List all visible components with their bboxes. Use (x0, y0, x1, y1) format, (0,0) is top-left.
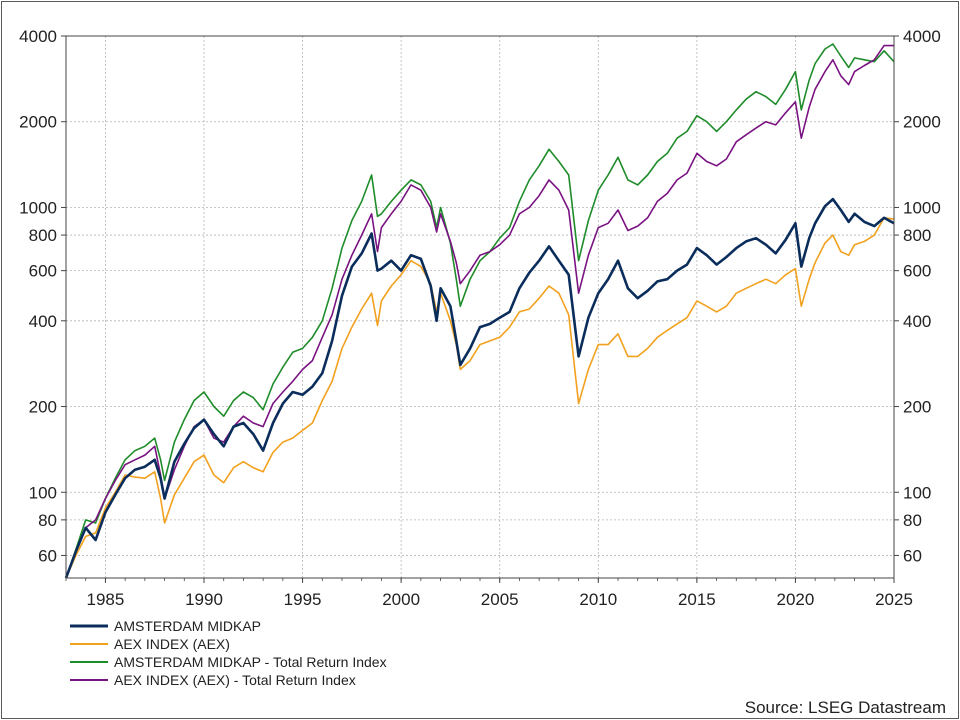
gridlines (66, 35, 895, 578)
y-tick-label-right: 100 (903, 483, 931, 502)
legend-label: AMSTERDAM MIDKAP - Total Return Index (114, 654, 387, 670)
y-tick-label-left: 200 (29, 398, 57, 417)
y-tick-label-left: 400 (29, 312, 57, 331)
x-axis: 1985 1990 1995 2000 2005 2010 2015 2020 2025 (65, 578, 913, 609)
x-tick-label: 2020 (777, 590, 815, 609)
y-tick-label-right: 800 (903, 226, 931, 245)
legend-label: AEX INDEX (AEX) - Total Return Index (114, 672, 356, 688)
y-tick-label-left: 100 (29, 483, 57, 502)
y-tick-label-left: 1000 (19, 198, 57, 217)
x-tick-label: 2000 (382, 590, 420, 609)
series-line-3 (65, 44, 894, 579)
y-tick-label-right: 4000 (903, 27, 941, 46)
series-line-1 (65, 217, 895, 579)
series-layer (64, 43, 895, 579)
series-line-0 (64, 197, 895, 579)
x-tick-label: 1990 (185, 590, 223, 609)
x-tick-label: 2025 (875, 590, 913, 609)
series-line-2 (65, 43, 895, 579)
y-tick-label-left: 4000 (19, 27, 57, 46)
y-tick-label-right: 1000 (903, 198, 941, 217)
y-tick-label-right: 600 (903, 262, 931, 281)
y-tick-label-left: 600 (29, 262, 57, 281)
y-tick-label-left: 80 (38, 511, 57, 530)
legend-label: AMSTERDAM MIDKAP (114, 618, 261, 634)
y-tick-label-right: 2000 (903, 113, 941, 132)
x-tick-label: 1995 (284, 590, 322, 609)
plot-border (65, 35, 895, 579)
x-tick-label: 1985 (87, 590, 125, 609)
source-note: Source: LSEG Datastream (745, 698, 946, 717)
y-tick-label-left: 2000 (19, 113, 57, 132)
y-tick-label-left: 60 (38, 546, 57, 565)
y-tick-label-right: 60 (903, 546, 922, 565)
x-tick-label: 2010 (579, 590, 617, 609)
y-axis-right: 60 80 100 200 400 600 800 1000 2000 4000 (894, 27, 941, 565)
y-tick-label-right: 200 (903, 398, 931, 417)
y-axis-left: 60 80 100 200 400 600 800 1000 2000 4000 (19, 27, 66, 565)
y-tick-label-right: 400 (903, 312, 931, 331)
x-tick-label: 2005 (481, 590, 519, 609)
y-tick-label-right: 80 (903, 511, 922, 530)
legend: AMSTERDAM MIDKAP AEX INDEX (AEX) AMSTERDAM… (70, 618, 387, 688)
legend-label: AEX INDEX (AEX) (114, 636, 230, 652)
x-tick-label: 2015 (678, 590, 716, 609)
y-tick-label-left: 800 (29, 226, 57, 245)
